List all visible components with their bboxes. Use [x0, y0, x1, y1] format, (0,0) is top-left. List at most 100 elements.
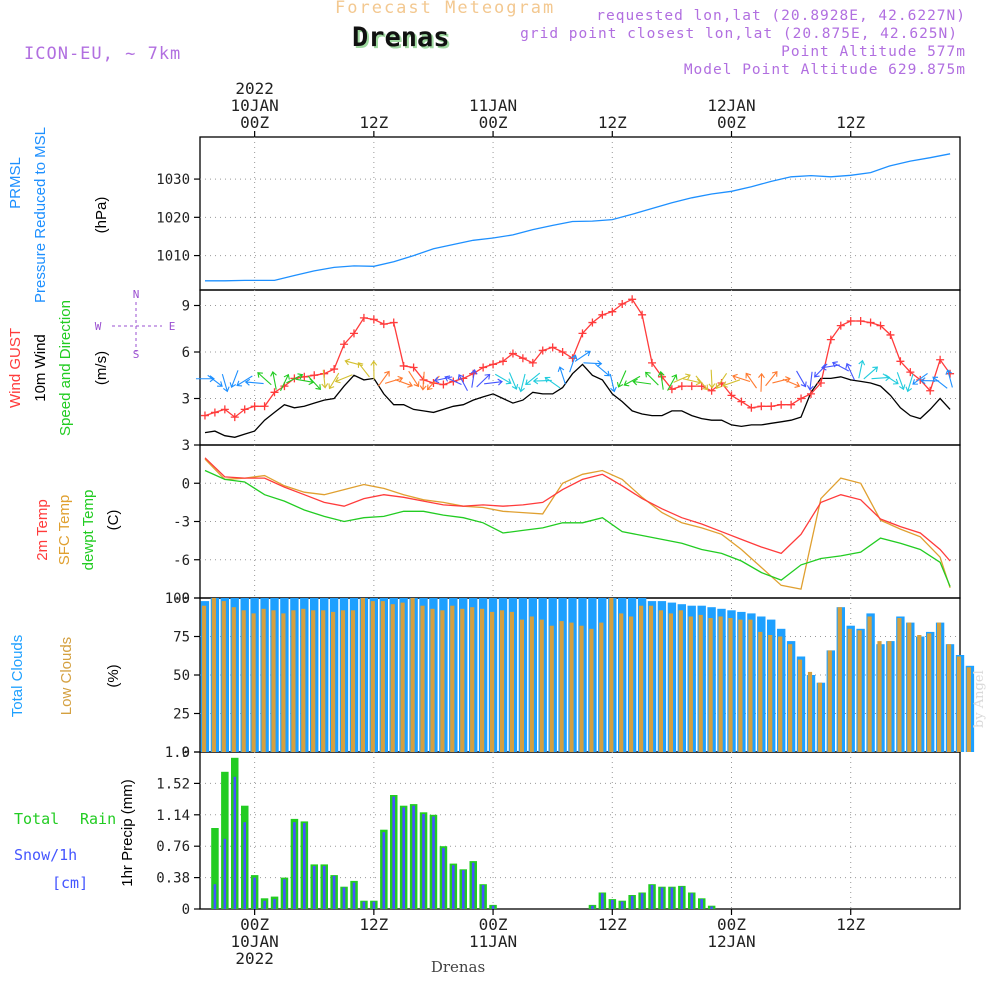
low-clouds-bar — [499, 610, 505, 752]
low-clouds-bar — [857, 630, 862, 752]
gust-point-marker — [340, 340, 349, 349]
wind-arrow-shape — [667, 374, 678, 391]
y-tick-label: 1010 — [156, 249, 190, 265]
low-clouds-bar — [688, 616, 693, 752]
wind-direction-arrow — [732, 373, 751, 383]
low-clouds-bar — [519, 619, 524, 752]
snow-precip-bar — [630, 895, 634, 909]
compass-north: N — [133, 288, 140, 301]
gust-point-marker — [330, 365, 339, 374]
top-time-label: 12JAN — [707, 96, 755, 115]
wind-arrow-shape — [806, 371, 814, 391]
wind-direction-arrow — [408, 370, 420, 388]
snow-precip-bar — [680, 886, 684, 909]
wind-direction-arrow — [858, 359, 866, 379]
wind-direction-arrow — [758, 372, 765, 392]
low-clouds-bar — [907, 622, 912, 752]
gust-point-marker — [926, 386, 935, 395]
snow-precip-bar — [710, 906, 713, 909]
temp-unit-label: (C) — [105, 510, 122, 531]
wind-arrow-shape — [419, 371, 427, 391]
wind-arrow-shape — [544, 376, 561, 389]
wind-arrow-shape — [457, 373, 468, 391]
gust-point-marker — [518, 354, 527, 363]
wind-direction-arrow — [945, 369, 953, 388]
low-clouds-bar — [738, 619, 743, 752]
wind-direction-arrow — [695, 375, 709, 391]
gust-point-marker — [797, 394, 806, 403]
wind-arrow-shape — [732, 373, 751, 383]
snow-precip-bar — [273, 899, 276, 909]
low-clouds-bar — [817, 682, 822, 752]
low-clouds-bar — [748, 619, 753, 752]
gust-point-marker — [379, 320, 388, 329]
gust-point-marker — [628, 295, 637, 304]
gust-point-marker — [906, 368, 915, 377]
y-tick-label: 0.76 — [156, 839, 190, 855]
snow-precip-bar — [611, 899, 614, 909]
wind-direction-arrow — [806, 371, 814, 391]
wind-direction-arrow — [932, 376, 948, 389]
wind-direction-arrow — [195, 375, 215, 383]
wind-arrow-shape — [229, 370, 239, 389]
low-clouds-bar — [400, 602, 405, 752]
low-clouds-bar — [966, 667, 971, 752]
snow-precip-bar — [481, 885, 485, 909]
snow-precip-bar — [422, 814, 425, 909]
gust-point-marker — [568, 354, 577, 363]
2m-temp-label: 2m Temp — [34, 499, 51, 560]
y-tick-label: 3 — [182, 438, 190, 454]
gust-point-marker — [886, 330, 895, 339]
snow-precip-bar — [491, 905, 495, 909]
wind-arrow-shape — [433, 376, 453, 384]
snow-precip-bar — [591, 905, 594, 909]
dewpoint-series-line — [204, 469, 951, 587]
wind-arrow-shape — [722, 379, 741, 388]
low-clouds-bar — [589, 628, 594, 752]
wind-arrow-shape — [765, 371, 778, 387]
wind-arrow-shape — [796, 370, 807, 388]
wind-direction-arrow — [518, 373, 526, 393]
low-clouds-bar — [450, 605, 455, 752]
wind-arrow-shape — [632, 378, 652, 386]
snow-precip-bar — [312, 866, 316, 909]
bottom-time-label: 00Z — [717, 915, 746, 934]
low-clouds-bar — [778, 636, 783, 752]
wind-arrow-shape — [370, 360, 378, 380]
low-clouds-bar — [410, 598, 415, 752]
low-clouds-bar — [887, 641, 892, 752]
low-clouds-bar — [460, 608, 465, 752]
y-tick-label: 50 — [173, 668, 190, 684]
wind-arrow-shape — [444, 375, 462, 386]
wind-arrow-shape — [609, 373, 617, 393]
wind-direction-arrow — [920, 377, 940, 385]
low-clouds-bar — [579, 625, 584, 752]
wind-direction-arrow — [229, 370, 239, 389]
gust-point-marker — [538, 346, 547, 355]
wind-unit-label: (m/s) — [93, 351, 110, 385]
wind-direction-arrow — [745, 372, 757, 389]
wind-arrow-shape — [583, 360, 603, 367]
low-clouds-bar — [211, 598, 216, 752]
wind-direction-arrow — [207, 374, 223, 387]
wind-direction-arrow — [871, 374, 891, 382]
bottom-time-label: 00Z — [240, 915, 269, 934]
gust-point-marker — [240, 405, 249, 414]
snow-legend-label: Snow/1h — [14, 846, 77, 864]
snow-precip-bar — [253, 877, 256, 909]
wind-arrow-shape — [244, 378, 264, 386]
wind-arrow-shape — [408, 370, 420, 388]
compass-south: S — [133, 348, 140, 361]
y-tick-label: 0.38 — [156, 871, 190, 887]
y-tick-label: 0 — [182, 476, 190, 492]
grid-point-coords: grid point closest lon,lat (20.875E, 42.… — [520, 26, 958, 42]
gust-point-marker — [260, 402, 269, 411]
snow-precip-bar — [263, 900, 266, 909]
dewpt-temp-label: dewpt Temp — [80, 490, 97, 571]
total-legend-label: Total — [14, 810, 59, 828]
snow-precip-bar — [332, 875, 336, 909]
top-time-label: 12Z — [359, 113, 388, 132]
low-clouds-label: Low Clouds — [58, 637, 75, 715]
low-clouds-bar — [619, 613, 624, 752]
